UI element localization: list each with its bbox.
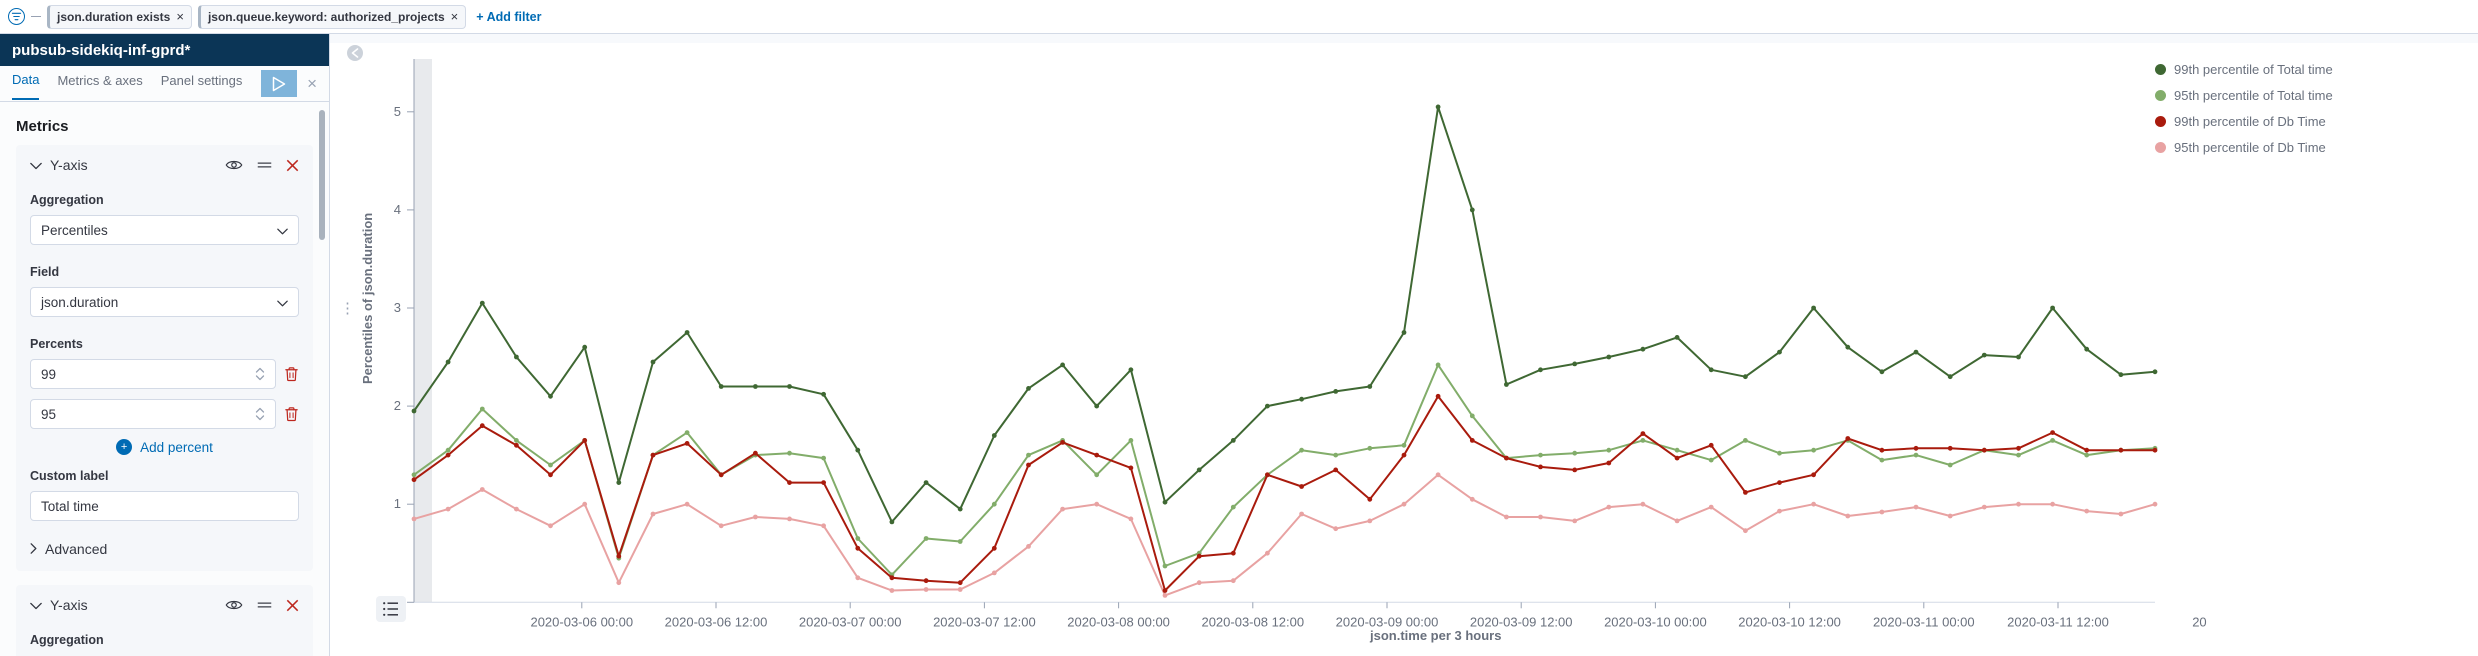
svg-text:2020-03-10 12:00: 2020-03-10 12:00 — [1738, 614, 1841, 629]
svg-text:2020-03-06 00:00: 2020-03-06 00:00 — [530, 614, 633, 629]
svg-text:2020-03-10 00:00: 2020-03-10 00:00 — [1604, 614, 1707, 629]
svg-text:5: 5 — [394, 104, 401, 119]
svg-text:4: 4 — [394, 202, 401, 217]
svg-text:2020-03-07 12:00: 2020-03-07 12:00 — [933, 614, 1036, 629]
svg-text:1: 1 — [394, 496, 401, 511]
svg-text:2020-03-11 00:00: 2020-03-11 00:00 — [1873, 614, 1975, 629]
svg-text:3: 3 — [394, 300, 401, 315]
svg-text:2020-03-08 12:00: 2020-03-08 12:00 — [1201, 614, 1304, 629]
svg-text:2020-03-08 00:00: 2020-03-08 00:00 — [1067, 614, 1170, 629]
svg-text:2020-03-06 12:00: 2020-03-06 12:00 — [665, 614, 768, 629]
svg-text:2020-03-07 00:00: 2020-03-07 00:00 — [799, 614, 902, 629]
svg-text:20: 20 — [2192, 614, 2206, 629]
svg-text:2: 2 — [394, 398, 401, 413]
svg-text:2020-03-11 12:00: 2020-03-11 12:00 — [2007, 614, 2109, 629]
